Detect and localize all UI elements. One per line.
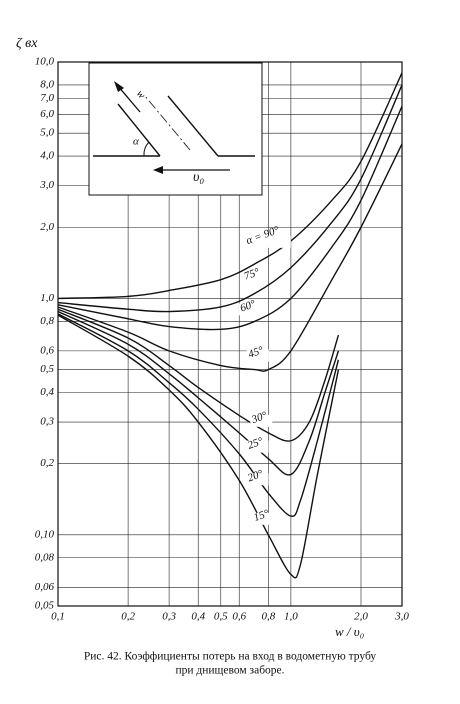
x-tick-label: 0,2 xyxy=(121,611,135,623)
curve xyxy=(57,105,403,331)
inset: w α υ₀ xyxy=(88,62,263,196)
legend-label: 30° xyxy=(249,409,269,426)
x-tick-label: 0,6 xyxy=(232,611,246,623)
y-tick-label: 7,0 xyxy=(40,92,54,104)
velocity-label: υ₀ xyxy=(193,170,204,185)
legend-label: 45° xyxy=(247,344,266,361)
x-tick-label: 0,4 xyxy=(191,611,205,623)
x-tick-label: 1,0 xyxy=(284,611,298,623)
label-bg xyxy=(244,235,291,248)
y-tick-label: 0,3 xyxy=(40,416,54,428)
legend-label: 25° xyxy=(246,435,265,452)
y-tick-label: 0,05 xyxy=(35,600,55,612)
y-tick-label: 0,08 xyxy=(35,551,55,563)
y-tick-label: 0,10 xyxy=(35,528,55,540)
curve xyxy=(57,72,403,300)
y-tick-label: 5,0 xyxy=(40,127,54,139)
pipe-wall xyxy=(167,95,219,157)
pipe-wall xyxy=(117,103,161,157)
caption: Рис. 42. Коэффициенты потерь на вход в в… xyxy=(84,651,376,663)
y-tick-label: 0,8 xyxy=(40,315,54,327)
y-tick-label: 10,0 xyxy=(35,56,55,68)
x-tick-label: 2,0 xyxy=(354,611,368,623)
curve xyxy=(57,143,403,372)
label-bg xyxy=(238,303,261,316)
legend-label: 60° xyxy=(239,298,258,315)
legend-label: 20° xyxy=(246,468,265,485)
label-bg xyxy=(246,349,269,362)
label-bg xyxy=(250,414,273,427)
axis-line xyxy=(144,95,191,151)
angle-label: α xyxy=(133,136,139,148)
y-tick-label: 0,2 xyxy=(40,457,54,469)
y-tick-label: 0,6 xyxy=(40,344,54,356)
label-bg xyxy=(246,440,269,453)
label-bg xyxy=(246,473,269,486)
arrowhead xyxy=(114,81,124,92)
x-axis-label: w / υ₀ xyxy=(335,624,364,639)
flow-arrow xyxy=(117,85,141,113)
y-axis-label: ζ вх xyxy=(16,36,38,51)
curve xyxy=(57,84,403,313)
y-tick-label: 6,0 xyxy=(40,108,54,120)
legend-label: 75° xyxy=(243,266,262,283)
x-tick-label: 0,8 xyxy=(261,611,275,623)
label-bg xyxy=(242,271,265,284)
arrowhead xyxy=(153,166,163,174)
y-tick-label: 0,06 xyxy=(35,581,55,593)
legend-label: 15° xyxy=(252,507,271,524)
y-tick-label: 2,0 xyxy=(40,221,54,233)
y-tick-label: 0,5 xyxy=(40,363,54,375)
y-tick-label: 1,0 xyxy=(40,292,54,304)
plot-frame xyxy=(57,61,403,607)
y-tick-label: 0,4 xyxy=(40,386,54,398)
x-tick-label: 3,0 xyxy=(394,611,409,623)
caption: при днищевом заборе. xyxy=(175,665,284,677)
label-bg xyxy=(252,512,275,525)
angle-arc xyxy=(143,141,150,157)
x-tick-label: 0,5 xyxy=(214,611,228,623)
y-tick-label: 3,0 xyxy=(39,179,54,191)
y-tick-label: 8,0 xyxy=(40,78,54,90)
y-tick-label: 4,0 xyxy=(40,150,54,162)
x-tick-label: 0,1 xyxy=(51,611,65,623)
x-tick-label: 0,3 xyxy=(162,611,176,623)
